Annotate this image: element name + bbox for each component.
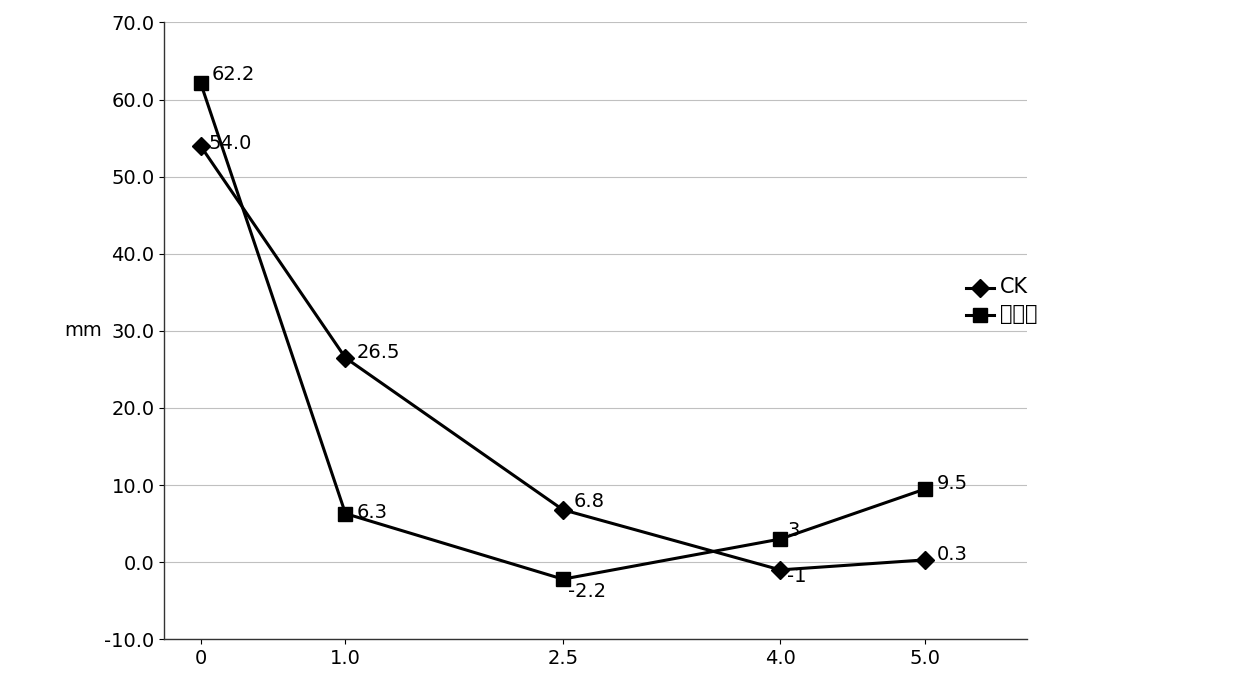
Y-axis label: mm: mm <box>64 322 103 340</box>
Text: 6.3: 6.3 <box>357 503 388 522</box>
Text: -2.2: -2.2 <box>568 582 606 601</box>
Legend: CK, 突変株: CK, 突変株 <box>966 277 1037 324</box>
Text: 0.3: 0.3 <box>936 545 967 564</box>
Text: 62.2: 62.2 <box>212 65 255 84</box>
Text: -1: -1 <box>787 568 807 587</box>
Text: 26.5: 26.5 <box>357 343 401 362</box>
Text: 54.0: 54.0 <box>208 134 252 152</box>
Text: 6.8: 6.8 <box>574 492 605 511</box>
Text: 9.5: 9.5 <box>936 474 967 493</box>
Text: 3: 3 <box>787 521 800 540</box>
